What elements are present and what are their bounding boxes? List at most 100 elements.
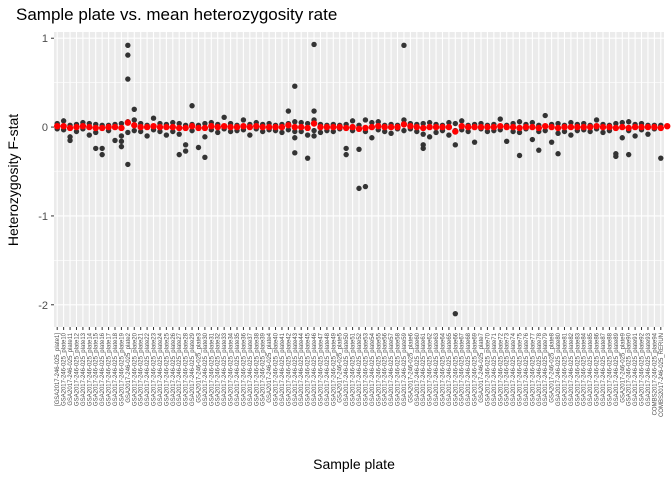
outlier-point (381, 128, 388, 135)
mean-point (542, 122, 549, 130)
outlier-point (285, 127, 292, 133)
x-tick-label: GSA2017-246-025_plate72 (498, 332, 504, 406)
x-tick-label: GSA2017-246-025_plate27 (177, 332, 183, 406)
outlier-point (452, 120, 459, 127)
x-tick-label: GSA2017-246-025_plate4 (267, 332, 273, 402)
outlier-point (529, 119, 536, 126)
outlier-point (182, 148, 189, 154)
outlier-point (555, 130, 561, 136)
outlier-point (202, 134, 208, 140)
outlier-point (60, 118, 67, 124)
outlier-point (131, 106, 137, 113)
mean-point (484, 123, 491, 131)
mean-point (599, 123, 607, 131)
outlier-point (227, 128, 234, 135)
outlier-point (619, 119, 625, 126)
y-tick-label: -1 (38, 211, 48, 223)
mean-point (657, 124, 664, 132)
x-tick-label: GSA2017-246-025_plate52 (357, 332, 363, 406)
outlier-point (401, 42, 407, 49)
x-tick-label: GSA2017-246-025_plate15 (94, 332, 100, 406)
mean-point (362, 124, 369, 132)
outlier-point (510, 128, 516, 135)
mean-point (387, 123, 395, 131)
mean-point (413, 123, 420, 131)
x-tick-label: GSA2017-246-025_plate81 (562, 332, 568, 406)
mean-point (317, 123, 324, 131)
outlier-point (170, 119, 176, 126)
outlier-point (658, 155, 664, 161)
outlier-point (292, 119, 298, 125)
x-tick-label: GSA2017-246-025_plate61 (421, 332, 427, 406)
outlier-point (587, 128, 593, 135)
mean-point (86, 123, 93, 131)
mean-point (432, 123, 440, 131)
outlier-point (362, 117, 369, 123)
outlier-point (125, 42, 131, 49)
x-tick-label: GSA2017-246-025_plate49 (331, 332, 337, 406)
outlier-point (542, 127, 548, 134)
mean-point (323, 123, 331, 131)
x-tick-label: GSA2017-246-025_plate59 (402, 332, 408, 406)
outlier-point (433, 129, 439, 136)
outlier-point (292, 83, 298, 89)
mean-point (201, 124, 209, 132)
x-tick-label: GSA2017-246-025_plate21 (139, 332, 145, 406)
outlier-point (99, 145, 105, 152)
outlier-point (568, 132, 574, 138)
x-tick-label: GSA2017-246-025_plate78 (537, 332, 543, 406)
outlier-point (163, 132, 170, 138)
outlier-point (369, 119, 375, 126)
mean-point (342, 124, 350, 132)
x-tick-label: GSA2017-246-025_plate67 (460, 332, 466, 406)
mean-point (529, 123, 536, 131)
outlier-point (401, 117, 407, 123)
mean-point (651, 123, 658, 131)
outlier-point (645, 131, 651, 137)
outlier-point (471, 139, 478, 145)
mean-point (188, 122, 196, 130)
outlier-point (86, 132, 93, 138)
outlier-point (150, 115, 157, 121)
outlier-point (555, 151, 561, 157)
x-tick-label: GSA2017-246-025_plate64 (440, 332, 446, 406)
outlier-point (459, 118, 465, 124)
outlier-point (240, 117, 247, 123)
x-tick-label: GSA2017-246-025_plate33 (222, 332, 228, 406)
chart-title: Sample plate vs. mean heterozygosity rat… (16, 5, 337, 24)
x-tick-label: COMBS2017-246-025_RERUN (659, 333, 665, 417)
outlier-point (343, 145, 349, 152)
outlier-point (67, 137, 73, 144)
mean-point (54, 122, 61, 130)
x-axis: [GSA2017-246-025_plate1] GSA2017-246-025_… (55, 327, 665, 417)
x-tick-label: GSA2017-246-025_plate92 (640, 332, 646, 406)
outlier-point (388, 130, 394, 136)
outlier-point (125, 129, 131, 136)
outlier-point (330, 128, 337, 135)
x-tick-label: GSA2017-246-025_plate12 (74, 332, 80, 406)
mean-point (522, 123, 530, 131)
mean-point (420, 124, 427, 132)
outlier-point (189, 103, 195, 109)
x-tick-label: GSA2017-246-025_plate22 (145, 332, 151, 406)
mean-point (477, 123, 485, 131)
x-tick-label: GSA2017-246-025_plate9 (620, 332, 626, 402)
outlier-point (465, 128, 471, 135)
x-tick-label: GSA2017-246-025_plate13 (81, 332, 87, 406)
outlier-point (195, 144, 202, 151)
x-tick-label: GSA2017-246-025_plate87 (601, 332, 607, 406)
outlier-point (356, 185, 362, 192)
mean-point (240, 122, 247, 130)
x-tick-label: GSA2017-246-025_plate58 (396, 332, 402, 406)
outlier-point (215, 129, 221, 136)
outlier-point (176, 131, 182, 137)
outlier-point (548, 139, 555, 145)
x-tick-label: GSA2017-246-025_plate93 (646, 332, 652, 406)
mean-point (548, 123, 555, 131)
outlier-point (426, 119, 433, 126)
mean-point (497, 122, 504, 130)
outlier-point (125, 52, 131, 58)
x-tick-label: GSA2017-246-025_plate16 (100, 332, 106, 406)
x-tick-label: GSA2017-246-025_plate85 (588, 332, 594, 406)
